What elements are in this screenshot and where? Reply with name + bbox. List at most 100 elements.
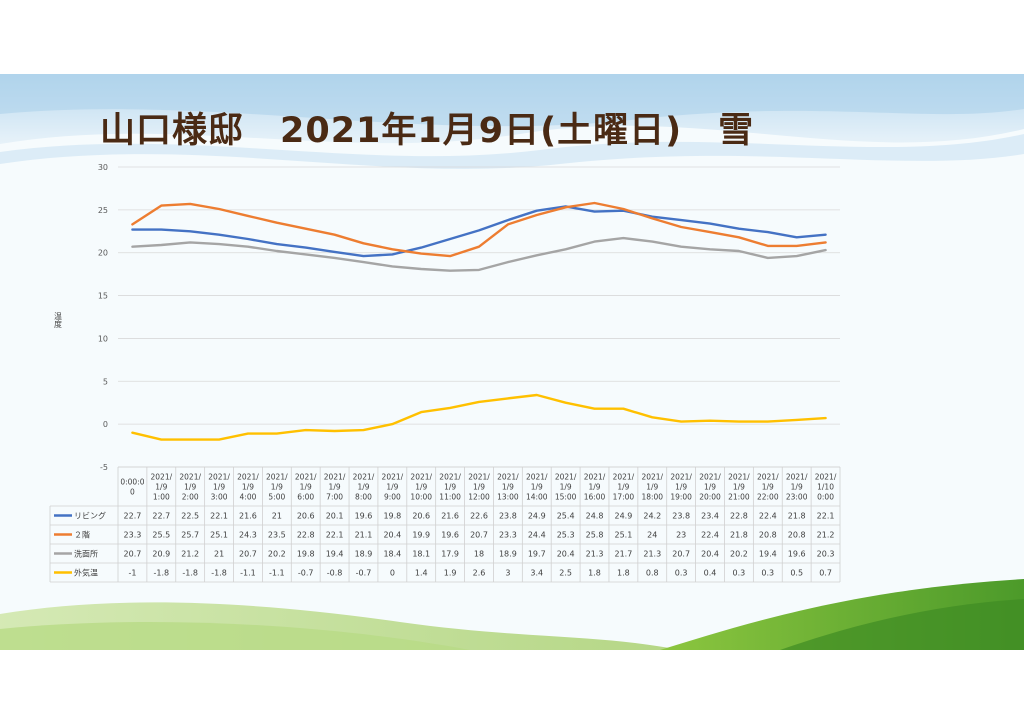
series-line <box>131 201 827 258</box>
x-category-label: 0 <box>130 488 135 497</box>
table-cell: 20.4 <box>383 531 401 540</box>
table-cell: 3.4 <box>530 569 543 578</box>
table-cell: -1.1 <box>240 569 256 578</box>
x-category-label: 2021/ <box>179 473 201 482</box>
y-tick-label: 30 <box>98 163 108 172</box>
x-category-label: 2021/ <box>439 473 461 482</box>
table-cell: -1.8 <box>182 569 198 578</box>
table-cell: 2.5 <box>559 569 572 578</box>
x-category-label: 2021/ <box>584 473 606 482</box>
table-cell: 0 <box>390 569 395 578</box>
table-cell: 24 <box>647 531 657 540</box>
table-cell: 21.8 <box>730 531 748 540</box>
x-category-label: 1/9 <box>386 483 398 492</box>
x-category-label: 23:00 <box>786 493 808 502</box>
x-category-label: 6:00 <box>297 493 314 502</box>
x-category-label: 0:00 <box>817 493 834 502</box>
x-category-label: 2021/ <box>266 473 288 482</box>
x-category-label: 1/9 <box>300 483 312 492</box>
table-cell: 23.4 <box>701 512 719 521</box>
x-category-label: 2021/ <box>295 473 317 482</box>
x-category-label: 1/9 <box>791 483 803 492</box>
x-category-label: 12:00 <box>468 493 490 502</box>
x-category-label: 2021/ <box>699 473 721 482</box>
x-category-label: 1/9 <box>329 483 341 492</box>
table-cell: 2.6 <box>473 569 486 578</box>
series-lines <box>131 201 827 441</box>
table-cell: 23.5 <box>268 531 286 540</box>
table-cell: 23.3 <box>499 531 517 540</box>
x-category-label: 5:00 <box>268 493 285 502</box>
y-tick-label: 10 <box>98 334 108 343</box>
table-cell: 25.4 <box>557 512 575 521</box>
x-category-label: 2021/ <box>151 473 173 482</box>
table-cell: 18.4 <box>383 550 401 559</box>
x-category-label: 14:00 <box>526 493 548 502</box>
series-line <box>131 236 827 272</box>
table-cell: 17.9 <box>441 550 459 559</box>
table-cell: 19.6 <box>355 512 373 521</box>
table-cell: 22.7 <box>152 512 170 521</box>
x-category-label: 2021/ <box>353 473 375 482</box>
table-cell: 19.6 <box>441 531 459 540</box>
table-cell: 20.2 <box>730 550 748 559</box>
x-category-label: 1/9 <box>415 483 427 492</box>
table-cell: 23.8 <box>499 512 517 521</box>
x-category-label: 20:00 <box>699 493 721 502</box>
series-line <box>131 205 827 258</box>
table-cell: 20.6 <box>412 512 430 521</box>
x-category-label: 2:00 <box>182 493 199 502</box>
x-category-label: 2021/ <box>410 473 432 482</box>
table-cell: 21.7 <box>614 550 632 559</box>
table-cell: 20.7 <box>672 550 690 559</box>
table-cell: 21.2 <box>817 531 835 540</box>
table-cell: 23.3 <box>124 531 142 540</box>
x-category-label: 2021/ <box>786 473 808 482</box>
series-line <box>131 393 827 441</box>
table-cell: 22.1 <box>326 531 344 540</box>
table-cell: 19.4 <box>326 550 344 559</box>
table-cell: 20.7 <box>124 550 142 559</box>
x-category-label: 1/9 <box>502 483 514 492</box>
x-category-label: 1/9 <box>762 483 774 492</box>
x-category-label: 1/9 <box>531 483 543 492</box>
table-cell: 21.3 <box>586 550 604 559</box>
x-category-label: 21:00 <box>728 493 750 502</box>
table-cell: 0.4 <box>704 569 717 578</box>
table-cell: 22.7 <box>124 512 142 521</box>
slide-title: 山口様邸 2021年1月9日(土曜日) 雪 <box>100 111 755 151</box>
x-category-label: 22:00 <box>757 493 779 502</box>
table-cell: 24.9 <box>528 512 546 521</box>
x-category-label: 1/9 <box>733 483 745 492</box>
x-category-label: 1/9 <box>560 483 572 492</box>
legend-label: ２階 <box>74 530 90 540</box>
x-category-label: 2021/ <box>728 473 750 482</box>
table-cell: 24.3 <box>239 531 257 540</box>
table-cell: 0.8 <box>646 569 659 578</box>
y-tick-label: 5 <box>103 377 108 386</box>
x-category-label: 16:00 <box>584 493 606 502</box>
table-cell: 1.8 <box>617 569 630 578</box>
x-category-label: 1/9 <box>617 483 629 492</box>
table-cell: 20.4 <box>557 550 575 559</box>
table-cell: 21.6 <box>239 512 257 521</box>
x-category-label: 1/9 <box>588 483 600 492</box>
table-cell: 24.2 <box>643 512 661 521</box>
table-cell: 19.7 <box>528 550 546 559</box>
table-cell: -1.8 <box>211 569 227 578</box>
x-category-label: 13:00 <box>497 493 519 502</box>
slide: 山口様邸 2021年1月9日(土曜日) 雪 -5 0 5 10 15 20 25 30 温度 … <box>0 74 1024 650</box>
table-cell: 19.4 <box>759 550 777 559</box>
table-cell: 19.9 <box>412 531 430 540</box>
x-category-label: 2021/ <box>526 473 548 482</box>
table-cell: 21.1 <box>355 531 373 540</box>
y-tick-label: 0 <box>103 420 108 429</box>
table-cell: 21.8 <box>788 512 806 521</box>
x-category-label: 1/9 <box>242 483 254 492</box>
x-category-label: 1/9 <box>213 483 225 492</box>
table-cell: 0.7 <box>819 569 832 578</box>
x-category-label: 2021/ <box>670 473 692 482</box>
table-cell: 18.1 <box>412 550 430 559</box>
table-cell: 20.8 <box>788 531 806 540</box>
